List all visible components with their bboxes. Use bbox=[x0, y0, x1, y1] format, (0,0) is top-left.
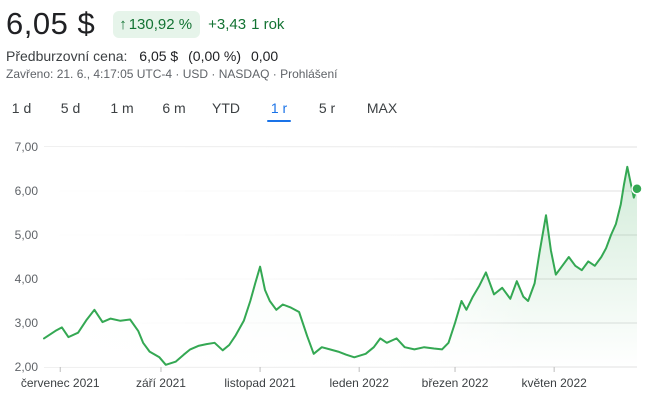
tab-5r[interactable]: 5 r bbox=[318, 100, 336, 116]
change-percent: 130,92 % bbox=[128, 15, 193, 33]
price-chart[interactable]: 7,00 6,00 5,00 4,00 3,00 2,00 červenec 2021 zá… bbox=[0, 130, 650, 400]
price-series bbox=[43, 147, 643, 367]
premarket-change-absolute: 0,00 bbox=[250, 48, 279, 64]
y-tick-label: 6,00 bbox=[15, 184, 39, 198]
change-percent-badge: ↑ 130,92 % bbox=[113, 10, 201, 38]
tab-6m[interactable]: 6 m bbox=[162, 100, 186, 116]
y-tick-label: 5,00 bbox=[15, 228, 39, 242]
current-price: 6,05 $ bbox=[6, 6, 96, 41]
tab-ytd[interactable]: YTD bbox=[212, 100, 240, 116]
tab-5d[interactable]: 5 d bbox=[60, 100, 81, 116]
area-fade bbox=[44, 147, 531, 367]
y-axis-labels: 7,00 6,00 5,00 4,00 3,00 2,00 bbox=[15, 140, 39, 374]
tab-1d[interactable]: 1 d bbox=[11, 100, 32, 116]
x-tick-label: březen 2022 bbox=[422, 376, 489, 390]
range-tabs: 1 d 5 d 1 m 6 m YTD 1 r 5 r MAX bbox=[10, 98, 399, 122]
x-tick-label: září 2021 bbox=[136, 376, 186, 390]
last-price-dot bbox=[631, 183, 643, 195]
change-period: 1 rok bbox=[251, 15, 285, 33]
premarket-label: Předburzovní cena: bbox=[6, 48, 128, 64]
y-tick-label: 7,00 bbox=[15, 140, 39, 154]
y-tick-label: 4,00 bbox=[15, 272, 39, 286]
price-line bbox=[43, 165, 638, 366]
x-tick-label: listopad 2021 bbox=[224, 376, 296, 390]
market-meta: Zavřeno: 21. 6., 4:17:05 UTC-4 · USD · N… bbox=[6, 67, 338, 81]
quote-header: 6,05 $ ↑ 130,92 % +3,43 1 rok bbox=[6, 4, 284, 44]
tab-1m[interactable]: 1 m bbox=[110, 100, 134, 116]
x-tick-label: květen 2022 bbox=[521, 376, 587, 390]
x-axis-labels: červenec 2021 září 2021 listopad 2021 leden… bbox=[21, 376, 587, 390]
x-tick-label: červenec 2021 bbox=[21, 376, 100, 390]
premarket-row: Předburzovní cena: 6,05 $ (0,00 %) 0,00 bbox=[6, 48, 278, 64]
premarket-price: 6,05 $ bbox=[139, 48, 179, 64]
arrow-up-icon: ↑ bbox=[119, 15, 127, 33]
premarket-change-percent: (0,00 %) bbox=[188, 48, 242, 64]
y-tick-label: 2,00 bbox=[15, 360, 39, 374]
y-tick-label: 3,00 bbox=[15, 316, 39, 330]
tab-max[interactable]: MAX bbox=[366, 100, 398, 116]
change-absolute: +3,43 1 rok bbox=[208, 16, 284, 33]
change-absolute-value: +3,43 bbox=[208, 15, 247, 33]
tab-1r[interactable]: 1 r bbox=[267, 98, 291, 122]
x-tick-label: leden 2022 bbox=[329, 376, 389, 390]
